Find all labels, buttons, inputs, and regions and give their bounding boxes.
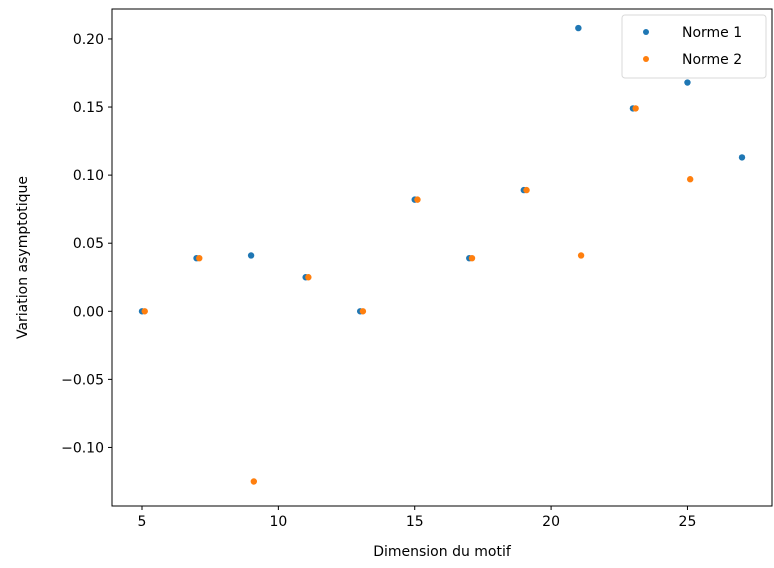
legend-label-norme-2: Norme 2 xyxy=(682,52,742,68)
data-point-series-2 xyxy=(196,254,203,262)
y-axis-ticks: −0.10 −0.05 0.00 0.05 0.10 0.15 0.20 xyxy=(61,32,112,456)
data-point-series-2 xyxy=(632,105,639,112)
data-point-series-2 xyxy=(250,478,258,485)
legend-marker-norme-1 xyxy=(643,29,649,35)
x-axis-label: Dimension du motif xyxy=(373,544,512,560)
x-tick-label: 20 xyxy=(542,514,560,530)
y-axis-label: Variation asymptotique xyxy=(15,176,31,339)
legend-box xyxy=(621,14,767,79)
legend-marker-norme-2 xyxy=(643,56,649,62)
data-point-series-2 xyxy=(577,252,585,259)
y-tick-label: 0.05 xyxy=(73,236,104,252)
x-tick-label: 15 xyxy=(406,514,424,530)
legend: Norme 1 Norme 2 xyxy=(621,14,767,79)
x-axis-ticks: 5 10 15 20 25 xyxy=(138,506,697,530)
plot-frame xyxy=(111,8,773,507)
y-tick-label: −0.10 xyxy=(61,440,104,456)
data-point-series-2 xyxy=(141,308,148,315)
data-point-series-2 xyxy=(414,196,421,203)
data-point-series-2 xyxy=(468,254,476,262)
data-point-series-2 xyxy=(686,176,694,183)
x-tick-label: 5 xyxy=(138,514,147,530)
y-tick-label: −0.05 xyxy=(61,372,104,388)
y-tick-label: 0.20 xyxy=(73,32,104,48)
data-point-series-1 xyxy=(738,154,746,161)
y-tick-label: 0.15 xyxy=(73,100,104,116)
data-point-series-1 xyxy=(684,79,691,86)
legend-label-norme-1: Norme 1 xyxy=(682,25,742,41)
y-tick-label: 0.10 xyxy=(73,168,104,184)
data-point-series-2 xyxy=(359,308,367,315)
x-tick-label: 25 xyxy=(679,514,697,530)
data-point-series-2 xyxy=(523,186,530,194)
data-point-series-1 xyxy=(247,252,255,259)
x-tick-label: 10 xyxy=(269,514,287,530)
plot-area xyxy=(138,24,746,485)
y-tick-label: 0.00 xyxy=(73,304,104,320)
data-point-series-2 xyxy=(305,274,312,281)
data-point-series-1 xyxy=(575,24,582,32)
